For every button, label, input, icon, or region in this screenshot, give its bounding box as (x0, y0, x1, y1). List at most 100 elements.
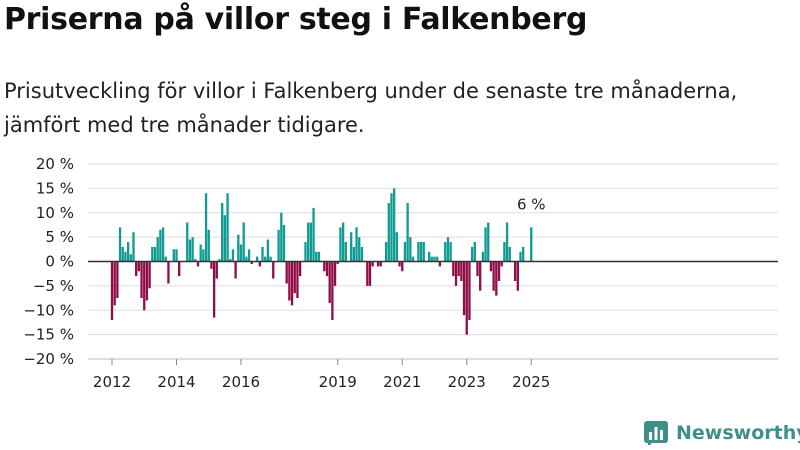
bar (261, 246, 264, 262)
bar (384, 242, 388, 262)
bar (153, 246, 157, 262)
bar (143, 261, 146, 311)
y-tick-label: 0 % (45, 253, 74, 271)
bar (368, 261, 372, 286)
x-axis: 2012 2014 2016 2019 2021 2023 2025 (88, 358, 778, 391)
bar (411, 256, 415, 262)
bar (366, 261, 369, 286)
bar (519, 251, 522, 262)
bar (427, 251, 431, 262)
bar (242, 222, 245, 262)
bar (210, 261, 213, 269)
chart-subtitle: Prisutveckling för villor i Falkenberg u… (4, 79, 738, 137)
y-tick-label: 5 % (45, 228, 74, 246)
bar (223, 215, 227, 262)
bar (116, 261, 119, 299)
bar (135, 261, 138, 277)
y-axis-tick-labels: 20 % 15 % 10 % 5 % 0 % −5 % −10 % −15 % −20 % (23, 155, 74, 368)
bar (497, 261, 501, 281)
bar (159, 229, 162, 262)
bar (358, 237, 361, 262)
y-tick-label: 10 % (36, 204, 74, 222)
y-tick-label: −5 % (33, 277, 74, 295)
bar (229, 259, 232, 262)
bar (401, 261, 404, 272)
bar (460, 261, 463, 281)
bar (186, 222, 189, 262)
bar (430, 256, 433, 262)
bar (164, 256, 167, 262)
bar (465, 261, 468, 335)
bar (258, 261, 261, 267)
bar (178, 261, 181, 277)
x-tick-label: 2025 (512, 373, 550, 391)
brand-name: Newsworthy (676, 422, 800, 444)
bar (237, 234, 240, 262)
bar (124, 251, 127, 262)
bar (449, 242, 452, 262)
bar (376, 261, 380, 267)
x-tick-label: 2019 (319, 373, 357, 391)
bar (288, 261, 291, 301)
bar (239, 244, 243, 262)
bar (495, 261, 498, 296)
bar (468, 261, 471, 320)
bar (191, 237, 194, 262)
bar (269, 256, 272, 262)
bars (110, 188, 533, 335)
bar (452, 261, 455, 277)
bar (188, 239, 192, 262)
bar (481, 251, 485, 262)
bar (395, 232, 399, 262)
bar (422, 242, 425, 262)
bar (333, 261, 337, 286)
bar (204, 193, 208, 262)
bar (218, 259, 221, 262)
bar (503, 242, 506, 262)
bar (403, 242, 407, 262)
bar (487, 222, 490, 262)
bar (126, 242, 130, 262)
bar (417, 242, 420, 262)
bar (145, 261, 149, 301)
bar (406, 203, 409, 262)
bar (212, 261, 216, 318)
bar (479, 261, 482, 291)
bar (110, 261, 114, 320)
x-tick-label: 2014 (157, 373, 195, 391)
bar (167, 261, 170, 284)
bar (500, 261, 503, 267)
bar (215, 261, 218, 279)
bar (234, 261, 237, 279)
bar (172, 249, 175, 262)
chart-title: Priserna på villor steg i Falkenberg (4, 2, 588, 37)
bar (470, 246, 474, 262)
bar (156, 237, 159, 262)
bar (433, 256, 436, 262)
bar (245, 256, 248, 262)
bar (207, 229, 210, 262)
bar (473, 242, 476, 262)
bar (315, 251, 318, 262)
bar (352, 246, 356, 262)
y-tick-label: −20 % (23, 350, 74, 368)
bar (323, 261, 326, 272)
bar (140, 261, 143, 299)
bar (339, 227, 342, 262)
bar (317, 251, 321, 262)
bar (513, 261, 517, 281)
bar (390, 193, 393, 262)
bar (462, 261, 466, 316)
bar (151, 246, 154, 262)
bar (438, 261, 442, 267)
y-tick-label: −10 % (23, 301, 74, 319)
bar (293, 261, 296, 294)
bar (393, 188, 396, 262)
bar (436, 256, 439, 262)
bar (344, 242, 347, 262)
bar (196, 261, 200, 267)
newsworthy-brand[interactable]: Newsworthy (644, 420, 800, 446)
y-tick-label: −15 % (23, 326, 74, 344)
bar (508, 246, 511, 262)
